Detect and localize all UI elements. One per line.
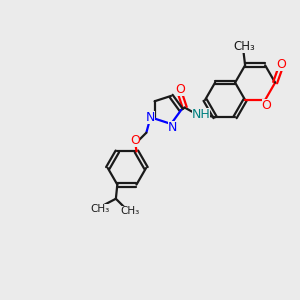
Text: CH₃: CH₃ [233, 40, 255, 53]
Text: CH₃: CH₃ [90, 204, 110, 214]
Text: O: O [130, 134, 140, 148]
Text: CH₃: CH₃ [120, 206, 139, 215]
Text: NH: NH [192, 108, 210, 121]
Text: N: N [146, 112, 155, 124]
Text: O: O [276, 58, 286, 71]
Text: N: N [167, 121, 177, 134]
Text: O: O [262, 99, 272, 112]
Text: O: O [176, 82, 185, 95]
